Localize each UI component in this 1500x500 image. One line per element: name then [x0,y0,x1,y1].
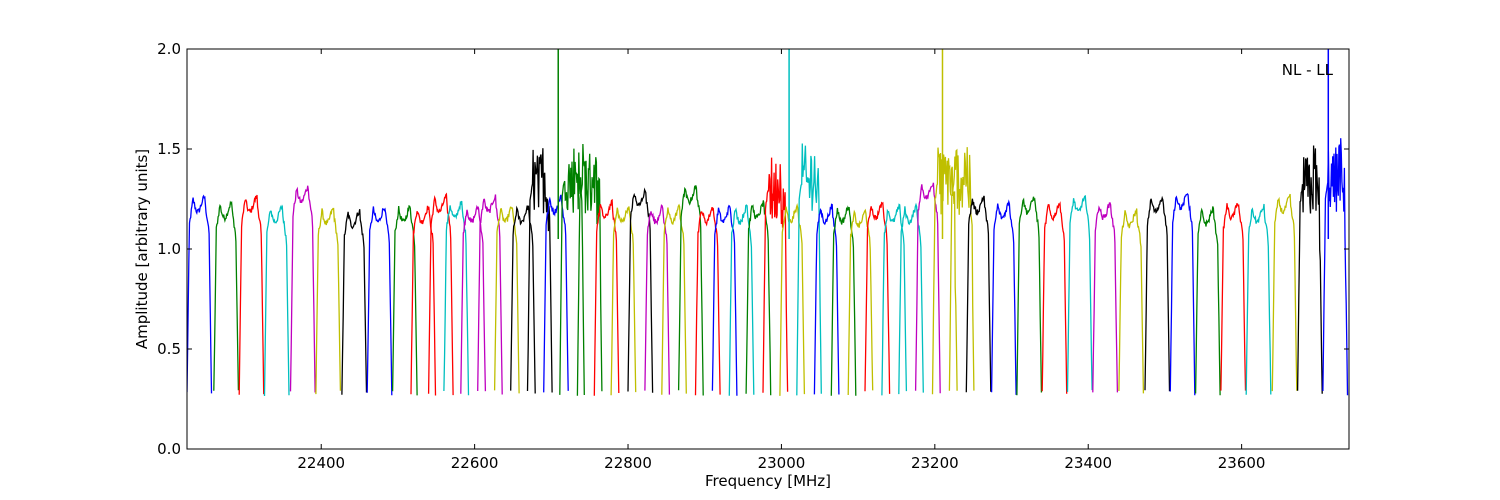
series-line [559,148,585,396]
series-line [1245,203,1272,395]
y-tick-label: 2.0 [157,40,181,58]
series-line [914,182,941,394]
series-line [948,147,975,391]
y-tick-label: 1.0 [157,240,181,258]
y-axis: 0.0 0.5 1.0 1.5 2.0 [157,40,1349,458]
series-line [1271,193,1298,392]
series-line [1322,138,1349,396]
series-line [1118,208,1145,394]
x-axis-label: Frequency [MHz] [705,472,831,490]
series-line [1041,201,1068,394]
x-tick-label: 23600 [1218,454,1266,472]
x-tick-label: 23000 [758,454,806,472]
series-line [315,207,342,395]
x-tick-label: 23200 [911,454,959,472]
series-line [238,194,265,395]
y-tick-label: 0.5 [157,340,181,358]
series-line [1144,195,1171,392]
series-line [477,194,503,395]
series-line [366,206,393,396]
x-tick-label: 22400 [297,454,345,472]
series-line [644,204,671,395]
series-line [779,203,806,396]
series-layer [187,49,1349,397]
series-line [990,199,1017,395]
series-line [1016,196,1043,396]
series-line [391,204,418,396]
series-line [341,209,368,395]
series-line [847,208,874,396]
x-tick-label: 23400 [1064,454,1112,472]
x-tick-label: 22800 [604,454,652,472]
x-axis: 22400 22600 22800 23000 23200 23400 23600 [297,49,1265,472]
series-line [543,194,569,393]
series-line [627,187,654,393]
series-line [510,205,536,394]
series-line [881,203,908,396]
series-line [728,204,755,396]
series-line [213,200,240,391]
series-line [661,203,687,395]
series-line [610,206,637,396]
series-line [677,185,704,396]
series-line [1194,206,1221,396]
y-tick-label: 1.5 [157,140,181,158]
series-line [289,185,316,393]
series-line [493,206,520,394]
y-axis-label: Amplitude [arbitrary units] [133,149,151,349]
series-line [965,195,992,393]
series-line [427,192,454,396]
chart-annotation: NL - LL [1282,61,1334,79]
series-line [898,202,924,395]
series-line [762,157,789,393]
series-line [263,204,290,397]
series-line [1092,202,1119,393]
x-tick-label: 22600 [451,454,499,472]
series-line [576,143,603,396]
series-line [460,204,487,394]
series-line [1296,145,1323,394]
series-line [745,200,772,396]
series-line [1169,193,1196,396]
series-line [796,143,822,396]
y-tick-label: 0.0 [157,440,181,458]
series-line [1220,203,1247,391]
series-line [1066,194,1093,392]
series-line [187,194,213,394]
